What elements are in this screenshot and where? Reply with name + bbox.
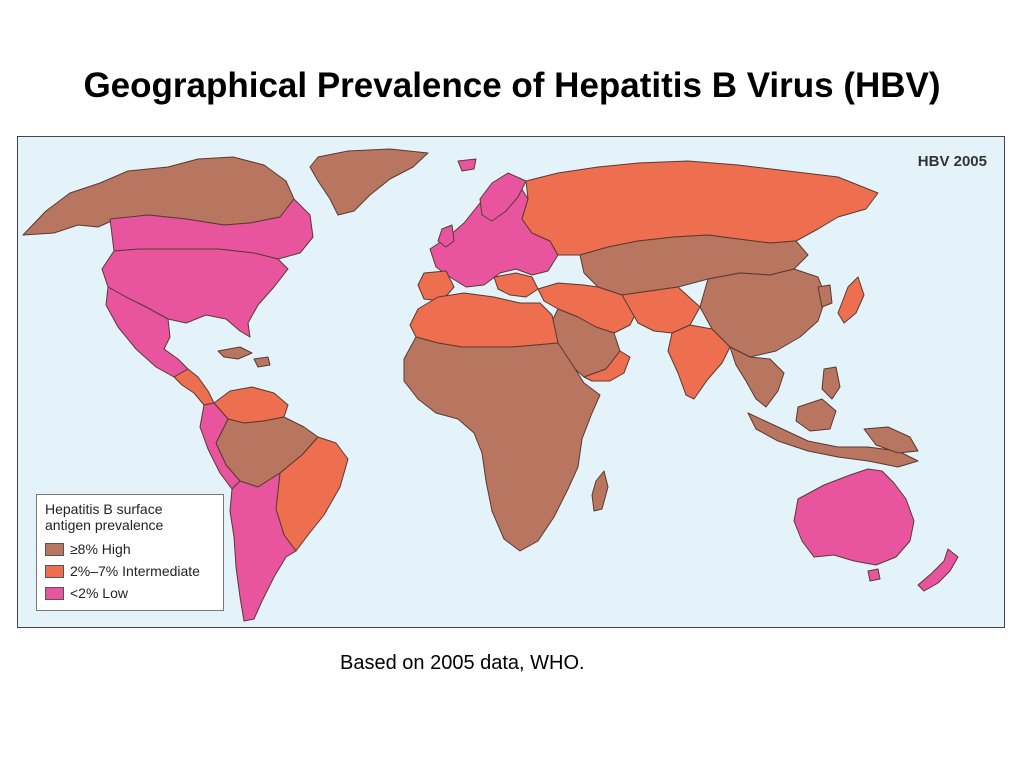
region-central-america [173,368,215,406]
region-north-africa [409,292,559,348]
region-uk [437,158,477,248]
region-southeast-asia [729,346,785,408]
legend-swatch-low [45,586,64,600]
legend-item-low: <2% Low [45,582,215,604]
region-southern-cone [229,472,297,622]
region-india [667,324,731,400]
region-borneo [795,398,837,432]
legend-item-high: ≥8% High [45,538,215,560]
world-map-svg [22,148,959,622]
map-legend: Hepatitis B surface antigen prevalence ≥… [36,494,224,611]
region-sub-saharan-africa [403,336,601,552]
slide-title: Geographical Prevalence of Hepatitis B V… [83,66,941,105]
region-philippines [821,366,841,400]
region-japan [837,276,865,324]
region-greenland [309,148,429,216]
legend-label-low: <2% Low [70,585,128,601]
map-year-label: HBV 2005 [917,153,987,170]
source-note: Based on 2005 data, WHO. [340,652,585,674]
legend-label-high: ≥8% High [70,541,131,557]
region-scandinavia [479,172,527,222]
region-tasmania [867,568,881,582]
region-caribbean [217,346,271,368]
region-new-zealand [917,548,959,592]
legend-swatch-intermediate [45,564,64,578]
region-korea [817,284,833,308]
region-australia [793,468,915,566]
legend-title: Hepatitis B surface antigen prevalence [45,501,215,533]
world-map: HBV 2005 Hepatitis B surface antigen pre… [17,136,1005,628]
region-oman-yemen [583,350,631,382]
legend-title-line1: Hepatitis B surface [45,501,163,517]
region-mexico [105,286,189,378]
legend-title-line2: antigen prevalence [45,517,164,533]
region-indonesia [747,412,919,468]
legend-swatch-high [45,542,64,556]
region-new-guinea [863,426,919,454]
legend-item-intermediate: 2%–7% Intermediate [45,560,215,582]
legend-label-intermediate: 2%–7% Intermediate [70,563,200,579]
region-madagascar [591,470,609,512]
